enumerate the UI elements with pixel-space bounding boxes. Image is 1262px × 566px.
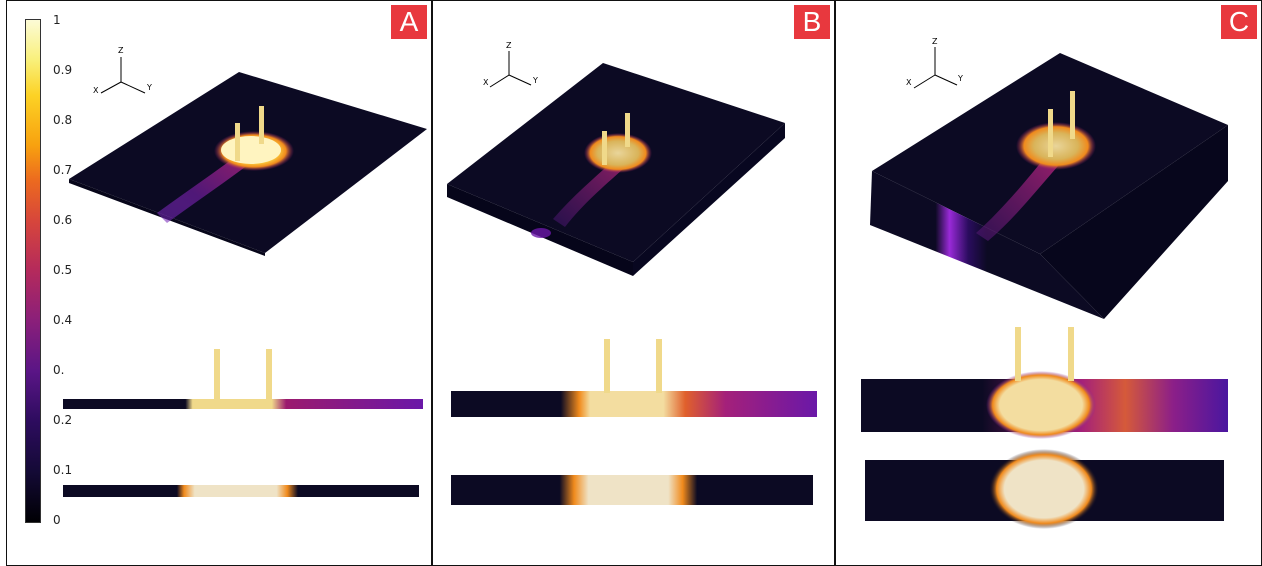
cross-section-b-1	[451, 391, 817, 417]
axis-x-label: X	[483, 78, 489, 87]
axis-y-label: Y	[146, 83, 152, 92]
cross-section-a-1	[63, 399, 423, 409]
cross-section-c-2	[865, 449, 1224, 529]
electrode-c-1	[1048, 109, 1053, 157]
axis-triad-b	[489, 51, 532, 88]
colorbar-tick-0.7: 0.7	[53, 163, 73, 177]
axis-z-label: Z	[932, 37, 938, 46]
axis-y-label: Y	[957, 74, 963, 83]
electrode-c-2	[1070, 91, 1075, 139]
colorbar-tick-0.8: 0.8	[53, 113, 73, 127]
electrode-b-1	[602, 131, 607, 165]
electrode-a-1	[235, 123, 240, 161]
colorbar-tick-0.9: 0.9	[53, 63, 73, 77]
panel-label-a: A	[391, 5, 427, 39]
electrode-b-2	[625, 113, 630, 147]
panel-label-b: B	[794, 5, 830, 39]
colorbar-tick-0.6: 0.6	[53, 213, 73, 227]
cross-section-c-1	[861, 371, 1228, 439]
colorbar-tick-0.2: 0.2	[53, 413, 73, 427]
axis-z-label: Z	[506, 41, 512, 50]
panel-b: B	[432, 0, 835, 566]
axis-x-label: X	[93, 86, 99, 95]
axis-triad-c	[913, 47, 958, 89]
axis-x-label: X	[906, 78, 912, 87]
electrode-a-2	[259, 106, 264, 144]
colorbar	[25, 19, 41, 523]
colorbar-tick-1: 1	[53, 13, 61, 27]
axis-z-label: Z	[118, 46, 124, 55]
panel-b-figure: Z X Y	[447, 41, 817, 505]
axis-triad-a	[100, 57, 146, 94]
axis-y-label: Y	[532, 76, 538, 85]
colorbar-tick-0.1: 0.1	[53, 463, 73, 477]
colorbar-tick-0: 0	[53, 513, 61, 527]
panel-label-c: C	[1221, 5, 1257, 39]
panel-c-figure: Z X Y	[861, 37, 1228, 529]
colorbar-tick-0.5: 0.5	[53, 263, 73, 277]
colorbar-tick-0.3: 0.	[53, 363, 65, 377]
cross-section-b-2	[451, 475, 813, 505]
panel-a: A 1 0.9 0.8 0.7 0.6 0.5 0.4 0. 0.2 0.1 0	[6, 0, 432, 566]
cross-section-a-2	[63, 485, 419, 497]
panel-a-figure: Z X Y	[63, 46, 427, 497]
colorbar-tick-0.4: 0.4	[53, 313, 73, 327]
panel-c: C	[835, 0, 1262, 566]
